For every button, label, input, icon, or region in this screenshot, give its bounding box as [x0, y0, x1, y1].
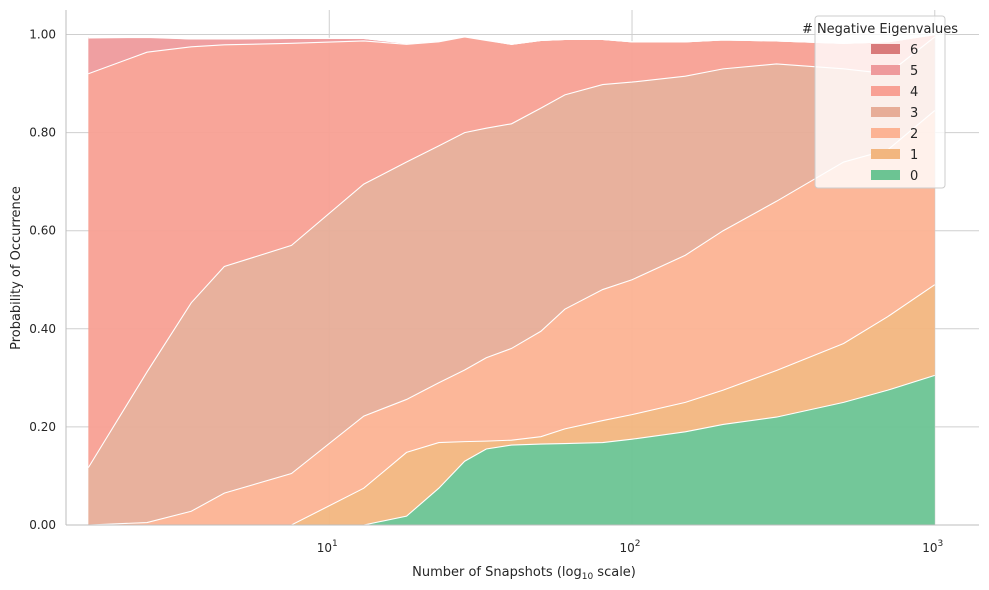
legend-swatch-3 — [871, 107, 900, 117]
area-series-0 — [88, 375, 935, 525]
legend-label-2: 2 — [910, 127, 918, 142]
legend-frame — [814, 15, 946, 189]
y-tick-labels: 0.00 0.20 0.40 0.60 0.80 1.00 — [29, 28, 56, 532]
x-tick-label-1: 102 — [620, 539, 641, 555]
boundary-line-series-3 — [87, 36, 936, 468]
legend-swatch-1 — [871, 149, 900, 159]
legend-label-4: 4 — [910, 85, 918, 100]
legend-swatch-6 — [871, 44, 900, 54]
y-axis-title: Probability of Occurrence — [9, 186, 24, 350]
boundary-line-series-2 — [88, 110, 936, 526]
legend-swatch-2 — [871, 128, 900, 138]
x-axis-title: Number of Snapshots (log10 scale) — [412, 565, 636, 582]
y-tick-label-2: 0.40 — [29, 322, 56, 336]
legend-label-5: 5 — [910, 64, 918, 79]
area-series-3 — [88, 36, 935, 525]
legend-label-0: 0 — [910, 169, 918, 184]
boundary-line-series-6 — [88, 33, 935, 45]
area-series-2 — [88, 110, 935, 526]
x-tick-label-2: 103 — [922, 539, 943, 555]
y-tick-label-5: 1.00 — [29, 28, 56, 42]
y-tick-label-4: 0.80 — [29, 126, 56, 140]
area-layer — [87, 33, 936, 526]
legend-swatch-4 — [871, 86, 900, 96]
x-tick-label-0: 101 — [317, 539, 338, 555]
x-tick-labels: 101 102 103 — [317, 539, 943, 555]
legend-swatch-0 — [871, 170, 900, 180]
legend-label-3: 3 — [910, 106, 918, 121]
legend: # Negative Eigenvalues 6 5 4 3 2 1 0 — [802, 15, 958, 189]
axis-layer — [65, 10, 979, 526]
y-tick-label-3: 0.60 — [29, 224, 56, 238]
area-series-1 — [88, 284, 935, 525]
y-tick-label-0: 0.00 — [29, 518, 56, 532]
y-tick-label-1: 0.20 — [29, 420, 56, 434]
area-series-4 — [88, 34, 935, 468]
legend-title: # Negative Eigenvalues — [802, 22, 958, 37]
legend-swatch-5 — [871, 65, 900, 75]
legend-items: 6 5 4 3 2 1 0 — [871, 43, 918, 184]
legend-label-1: 1 — [910, 148, 918, 163]
legend-label-6: 6 — [910, 43, 918, 58]
